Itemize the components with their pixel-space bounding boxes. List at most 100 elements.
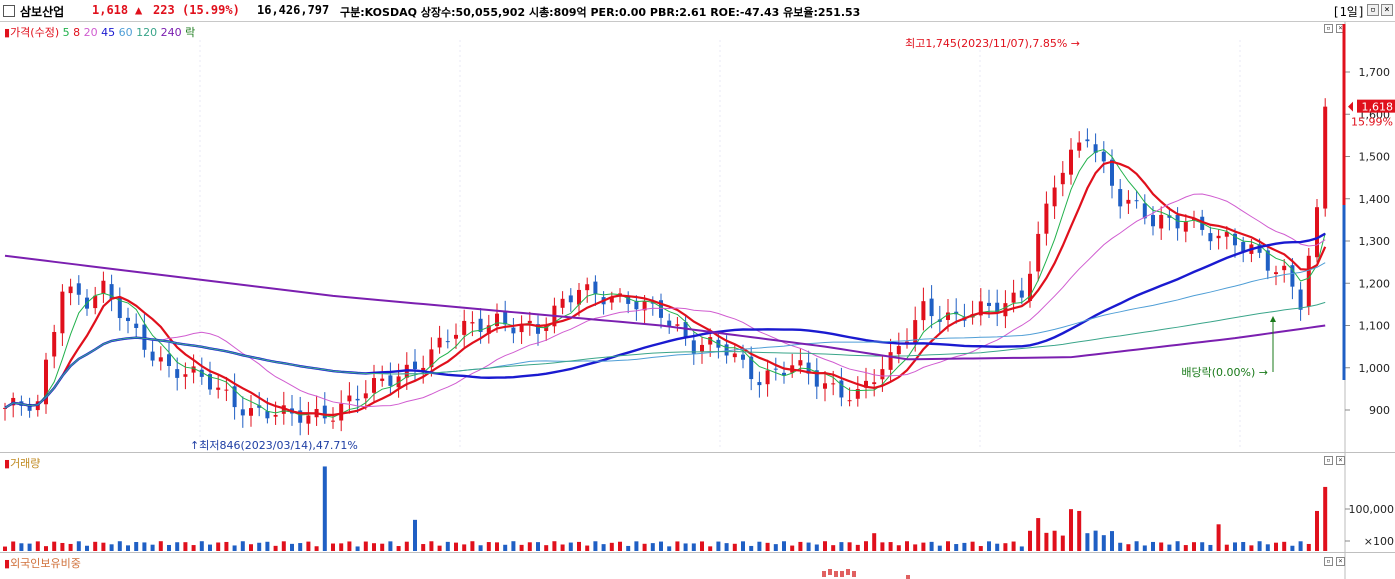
volume-bar [68, 543, 73, 551]
legend-item[interactable]: 가격(수정) [10, 26, 60, 39]
candle [1306, 255, 1311, 307]
candle [306, 415, 311, 424]
stock-name[interactable]: 삼보산업 [20, 5, 65, 19]
volume-bar [44, 546, 48, 551]
volume-bar [290, 543, 294, 551]
volume-bar [659, 541, 663, 551]
volume-bar [741, 541, 745, 551]
pane-minimize-icon[interactable]: ▫ [1324, 24, 1333, 33]
volume-bar [175, 542, 180, 551]
candle [413, 361, 417, 370]
legend-item[interactable]: 20 [80, 26, 98, 39]
volume-bar [363, 541, 368, 551]
candle [864, 380, 868, 388]
volume-bar [1036, 518, 1041, 551]
candle [216, 387, 221, 390]
candle [921, 301, 926, 321]
period-selector[interactable]: [1일] [1332, 5, 1365, 19]
volume-bar [905, 541, 909, 551]
candle [937, 319, 942, 322]
candle [1208, 233, 1213, 242]
volume-bar [150, 544, 155, 551]
candle [527, 320, 532, 324]
volume-bar [142, 542, 147, 551]
candle [880, 369, 885, 380]
volume-bar [527, 542, 532, 551]
candle [1093, 144, 1098, 153]
volume-bar [1118, 542, 1123, 551]
legend-item[interactable]: 락 [181, 26, 196, 39]
foreign-pane-close-icon[interactable]: × [1336, 557, 1345, 566]
candle [355, 398, 360, 401]
y-tick-label: 900 [1369, 404, 1390, 417]
volume-pane-minimize-icon[interactable]: ▫ [1324, 456, 1333, 465]
volume-bar [11, 541, 16, 551]
volume-bar [404, 541, 409, 551]
candle [691, 340, 696, 354]
legend-item[interactable]: 240 [157, 26, 182, 39]
candle [536, 324, 540, 334]
volume-bar [1019, 546, 1024, 551]
volume-bar [536, 542, 540, 551]
candle [1167, 215, 1172, 218]
volume-bar [1101, 535, 1106, 551]
candle [85, 297, 89, 309]
volume-bar [183, 542, 188, 551]
volume-bar [995, 543, 1000, 551]
volume-bar [35, 541, 40, 551]
dividend-annotation: 배당락(0.00%) → [1181, 366, 1268, 379]
candle [568, 295, 573, 303]
candle [896, 346, 901, 355]
foreign-legend: ▮외국인보유비중 [4, 557, 81, 570]
candle [1085, 139, 1090, 142]
dividend-marker-arrow [1270, 316, 1276, 322]
volume-bar [700, 541, 704, 551]
candle [741, 354, 745, 360]
candle [831, 383, 836, 385]
volume-bar [355, 546, 360, 551]
volume-bar [93, 541, 98, 551]
foreign-pane-minimize-icon[interactable]: ▫ [1324, 557, 1333, 566]
candle [404, 364, 409, 378]
candle [11, 397, 16, 406]
legend-item[interactable]: 45 [97, 26, 116, 39]
volume-pane-close-icon[interactable]: × [1336, 456, 1345, 465]
volume-bar [1192, 542, 1196, 551]
legend-item[interactable]: 8 [69, 26, 81, 39]
volume-bar [1208, 544, 1213, 551]
volume-bar [782, 541, 786, 551]
volume-bar [208, 544, 212, 551]
volume-bar [880, 542, 885, 551]
legend-item[interactable]: 120 [132, 26, 158, 39]
volume-bar [1224, 544, 1229, 551]
candle [1290, 265, 1295, 287]
legend-item[interactable]: 5 [59, 26, 70, 39]
candle [757, 382, 762, 386]
restore-icon[interactable]: ▫ [1367, 4, 1379, 16]
volume-bar [1011, 541, 1016, 551]
candle [503, 310, 508, 325]
candle [552, 305, 557, 327]
legend-item[interactable]: 60 [115, 26, 133, 39]
close-icon[interactable]: × [1381, 4, 1393, 16]
candle [929, 298, 934, 317]
pane-close-icon[interactable]: × [1336, 24, 1345, 33]
volume-bar [76, 541, 81, 551]
select-checkbox[interactable] [3, 5, 15, 17]
volume-tick-label: ×100 [1364, 535, 1394, 548]
volume-bar [322, 466, 327, 551]
candle [1077, 142, 1082, 151]
volume-pane-divider[interactable] [0, 452, 1395, 453]
candle [659, 300, 663, 318]
volume-bar [1110, 531, 1114, 551]
candle [3, 407, 7, 409]
volume-bar [823, 541, 827, 551]
volume-bar [101, 542, 106, 551]
candle [1101, 151, 1106, 162]
y-tick-label: 1,700 [1359, 66, 1391, 79]
foreign-pane-divider[interactable] [0, 552, 1395, 553]
candle [773, 368, 778, 370]
candle [913, 320, 918, 345]
foreign-bar [852, 571, 856, 577]
